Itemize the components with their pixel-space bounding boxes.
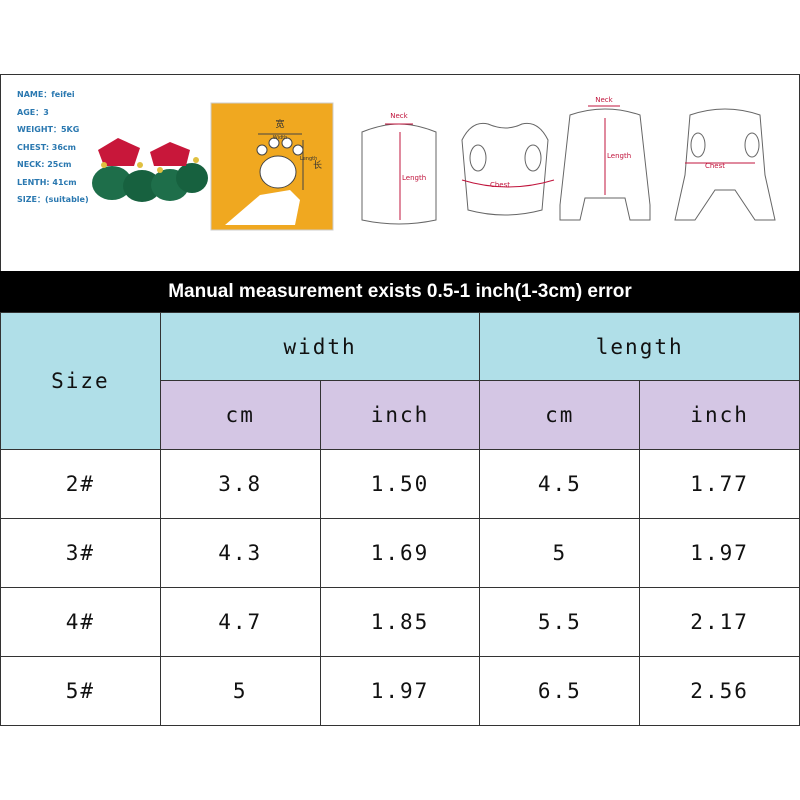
- info-line: NAME：feifei: [17, 90, 75, 99]
- diagrams: 宽 Width Length 长 Neck Length Chest Neck …: [92, 96, 776, 231]
- cell: 1.97: [639, 518, 800, 588]
- banner: Manual measurement exists 0.5-1 inch(1-3…: [0, 271, 800, 312]
- info-line: CHEST: 36cm: [17, 142, 77, 152]
- unit-cell: cm: [479, 380, 641, 450]
- data-row: 3# 4.3 1.69 5 1.97: [0, 518, 800, 588]
- cell: 1.50: [319, 449, 481, 519]
- measure-lines: [385, 105, 755, 220]
- cell: 5: [159, 656, 321, 726]
- header-cell: width: [159, 312, 481, 381]
- cell: 5#: [0, 656, 161, 726]
- cell: 3#: [0, 518, 161, 588]
- pet-info: NAME：feifei AGE：3 WEIGHT：5KG CHEST: 36cm NEC…: [17, 86, 89, 209]
- label: Length: [402, 174, 426, 182]
- label: Length: [607, 152, 631, 160]
- cell: 5: [479, 518, 641, 588]
- label: Neck: [390, 112, 408, 120]
- unit-cell: inch: [319, 380, 481, 450]
- shoes-photo: [92, 138, 208, 202]
- unit-cell: cm: [159, 380, 321, 450]
- cell: 2#: [0, 449, 161, 519]
- cell: 4.7: [159, 587, 321, 657]
- info-line: AGE：3: [17, 107, 49, 117]
- cell: 3.8: [159, 449, 321, 519]
- paw-diagram: 宽 Width Length 长: [210, 102, 334, 231]
- data-row: 2# 3.8 1.50 4.5 1.77: [0, 449, 800, 519]
- cell: 4.3: [159, 518, 321, 588]
- info-line: WEIGHT：5KG: [17, 125, 80, 134]
- info-line: SIZE：(suitable): [17, 195, 89, 204]
- label: 宽: [275, 118, 284, 130]
- header-cell: Size: [0, 312, 161, 450]
- unit-cell: inch: [639, 380, 800, 450]
- info-line: NECK: 25cm: [17, 160, 72, 169]
- cell: 1.85: [319, 587, 481, 657]
- label: Width: [273, 135, 288, 141]
- garment-labels: Neck Length Chest Neck Length Chest: [390, 96, 725, 189]
- data-row: 5# 5 1.97 6.5 2.56: [0, 656, 800, 726]
- label: Chest: [490, 181, 510, 189]
- label: Chest: [705, 162, 725, 170]
- cell: 2.17: [639, 587, 800, 657]
- cell: 1.69: [319, 518, 481, 588]
- size-table: Size width length cm inch cm inch 2# 3.8 1.50 4.5 1…: [0, 312, 800, 726]
- cell: 4#: [0, 587, 161, 657]
- cell: 5.5: [479, 587, 641, 657]
- cell: 2.56: [639, 656, 800, 726]
- cell: 1.97: [319, 656, 481, 726]
- data-row: 4# 4.7 1.85 5.5 2.17: [0, 587, 800, 657]
- label: Length: [300, 156, 317, 162]
- cell: 4.5: [479, 449, 641, 519]
- cell: 1.77: [639, 449, 800, 519]
- header-cell: length: [479, 312, 800, 381]
- info-line: LENTH: 41cm: [17, 177, 77, 187]
- unit-row: cm inch cm inch: [1, 380, 800, 450]
- cell: 6.5: [479, 656, 641, 726]
- label: 长: [313, 159, 322, 171]
- header-row: Size width length: [0, 312, 800, 450]
- label: Neck: [595, 96, 613, 104]
